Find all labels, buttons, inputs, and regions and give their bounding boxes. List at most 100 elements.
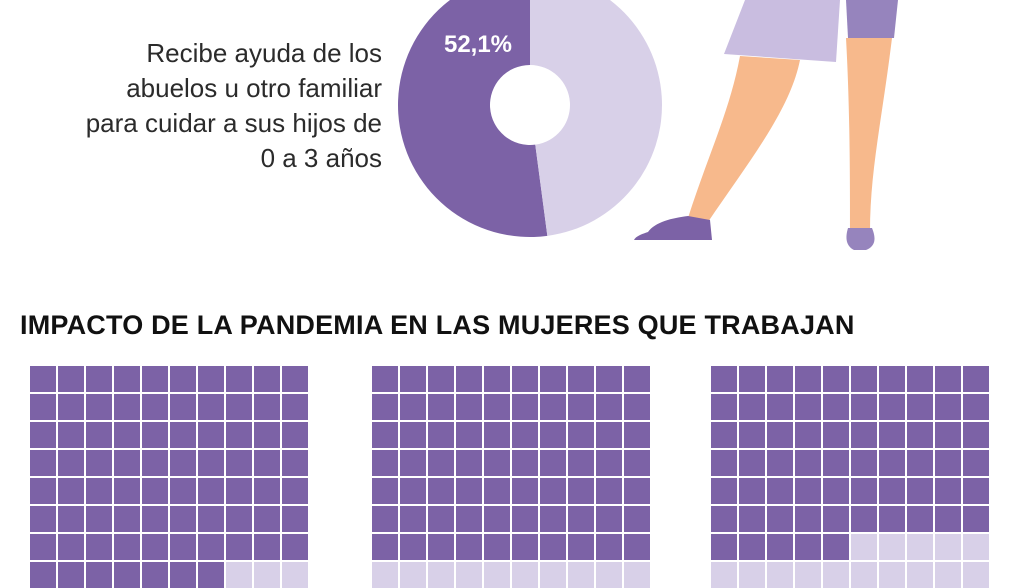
waffle-cell bbox=[851, 394, 877, 420]
waffle-cell bbox=[851, 506, 877, 532]
waffle-cell bbox=[198, 422, 224, 448]
waffle-cell bbox=[739, 478, 765, 504]
waffle-cell bbox=[170, 562, 196, 588]
waffle-cell bbox=[963, 450, 989, 476]
waffle-cell bbox=[823, 562, 849, 588]
waffle-cell bbox=[456, 562, 482, 588]
waffle-cell bbox=[30, 534, 56, 560]
waffle-panel-3 bbox=[711, 366, 989, 588]
waffle-cell bbox=[795, 394, 821, 420]
waffle-cell bbox=[851, 422, 877, 448]
waffle-cell bbox=[114, 366, 140, 392]
section-title: IMPACTO DE LA PANDEMIA EN LAS MUJERES QU… bbox=[20, 310, 855, 340]
waffle-cell bbox=[596, 506, 622, 532]
waffle-cell bbox=[879, 450, 905, 476]
waffle-cell bbox=[254, 478, 280, 504]
waffle-cell bbox=[963, 478, 989, 504]
waffle-cell bbox=[540, 422, 566, 448]
waffle-cell bbox=[711, 506, 737, 532]
waffle-cell bbox=[114, 534, 140, 560]
waffle-cell bbox=[114, 478, 140, 504]
waffle-cell bbox=[795, 366, 821, 392]
waffle-cell bbox=[767, 562, 793, 588]
waffle-cell bbox=[624, 394, 650, 420]
waffle-cell bbox=[30, 366, 56, 392]
waffle-cell bbox=[58, 562, 84, 588]
waffle-cell bbox=[254, 506, 280, 532]
waffle-cell bbox=[198, 534, 224, 560]
waffle-cell bbox=[767, 534, 793, 560]
waffle-cell bbox=[170, 394, 196, 420]
waffle-cell bbox=[879, 366, 905, 392]
skirt-right bbox=[846, 0, 898, 38]
waffle-cell bbox=[795, 450, 821, 476]
waffle-cell bbox=[456, 394, 482, 420]
waffle-cell bbox=[512, 506, 538, 532]
waffle-cell bbox=[568, 366, 594, 392]
waffle-cell bbox=[568, 422, 594, 448]
waffle-cell bbox=[512, 394, 538, 420]
waffle-cell bbox=[226, 422, 252, 448]
waffle-cell bbox=[879, 478, 905, 504]
waffle-cell bbox=[254, 562, 280, 588]
waffle-cell bbox=[540, 366, 566, 392]
waffle-cell bbox=[739, 422, 765, 448]
waffle-cell bbox=[282, 562, 308, 588]
waffle-cell bbox=[512, 562, 538, 588]
waffle-cell bbox=[86, 450, 112, 476]
waffle-cell bbox=[428, 534, 454, 560]
waffle-cell bbox=[512, 450, 538, 476]
waffle-cell bbox=[254, 422, 280, 448]
waffle-cell bbox=[624, 478, 650, 504]
waffle-cell bbox=[879, 534, 905, 560]
waffle-cell bbox=[58, 366, 84, 392]
waffle-cell bbox=[58, 394, 84, 420]
waffle-cell bbox=[512, 478, 538, 504]
waffle-cell bbox=[907, 394, 933, 420]
waffle-cell bbox=[540, 450, 566, 476]
waffle-cell bbox=[428, 450, 454, 476]
waffle-cell bbox=[823, 394, 849, 420]
waffle-cell bbox=[30, 394, 56, 420]
waffle-cell bbox=[400, 562, 426, 588]
waffle-cell bbox=[254, 450, 280, 476]
waffle-cell bbox=[512, 534, 538, 560]
waffle-cell bbox=[484, 506, 510, 532]
donut-caption: Recibe ayuda de los abuelos u otro famil… bbox=[85, 38, 382, 173]
waffle-cell bbox=[226, 562, 252, 588]
waffle-cell bbox=[568, 534, 594, 560]
waffle-cell bbox=[739, 366, 765, 392]
waffle-cell bbox=[711, 562, 737, 588]
waffle-cell bbox=[512, 422, 538, 448]
waffle-cell bbox=[30, 422, 56, 448]
waffle-cell bbox=[624, 422, 650, 448]
waffle-cell bbox=[372, 506, 398, 532]
waffle-cell bbox=[400, 394, 426, 420]
waffle-cell bbox=[935, 562, 961, 588]
waffle-cell bbox=[428, 562, 454, 588]
waffle-cell bbox=[907, 478, 933, 504]
right-leg bbox=[846, 38, 892, 232]
waffle-cell bbox=[198, 478, 224, 504]
waffle-cell bbox=[114, 394, 140, 420]
waffle-cell bbox=[540, 534, 566, 560]
waffle-cell bbox=[170, 450, 196, 476]
waffle-cell bbox=[767, 478, 793, 504]
waffle-cell bbox=[282, 366, 308, 392]
waffle-cell bbox=[400, 422, 426, 448]
waffle-cell bbox=[739, 534, 765, 560]
waffle-cell bbox=[935, 422, 961, 448]
waffle-cell bbox=[114, 450, 140, 476]
waffle-cell bbox=[282, 506, 308, 532]
waffle-cell bbox=[114, 506, 140, 532]
waffle-cell bbox=[767, 450, 793, 476]
waffle-cell bbox=[739, 506, 765, 532]
waffle-cell bbox=[935, 534, 961, 560]
waffle-cell bbox=[935, 450, 961, 476]
donut-slice-2 bbox=[530, 0, 663, 236]
waffle-cell bbox=[254, 394, 280, 420]
waffle-cell bbox=[907, 366, 933, 392]
waffle-cell bbox=[935, 506, 961, 532]
skirt-left bbox=[724, 0, 840, 62]
waffle-cell bbox=[86, 366, 112, 392]
